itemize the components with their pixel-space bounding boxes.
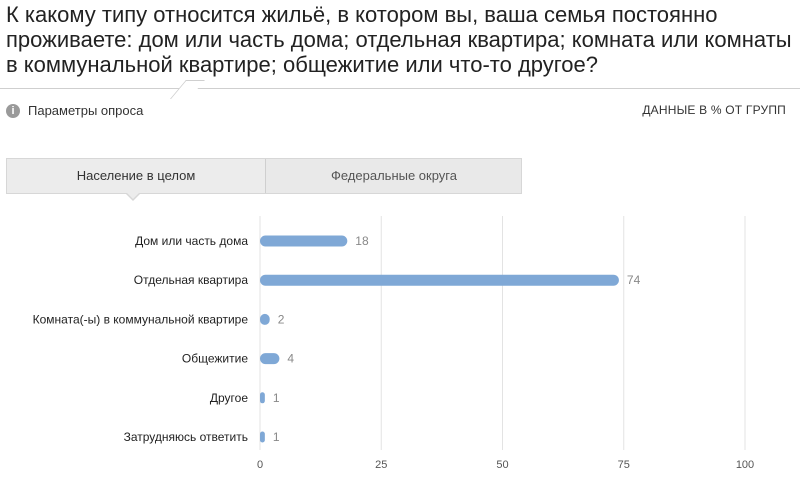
params-divider [0,88,800,89]
category-label: Другое [210,391,248,405]
x-tick-label: 25 [375,459,387,471]
value-label: 2 [278,312,285,326]
category-label: Комната(-ы) в коммунальной квартире [33,312,249,326]
bar[interactable] [260,392,265,404]
category-label: Затрудняюсь ответить [124,430,248,444]
x-tick-label: 0 [257,459,263,471]
units-note: ДАННЫЕ В % ОТ ГРУПП [642,103,786,117]
tab-population[interactable]: Население в целом [7,159,266,193]
bar-chart: 0 25 50 75 100 Дом или часть дома 18 Отдельная … [33,216,754,471]
x-tick-label: 100 [736,459,754,471]
bar[interactable] [260,313,270,325]
params-notch [170,80,205,99]
value-label: 74 [627,273,641,287]
active-tab-pointer-inner [126,192,140,199]
tab-bar: Население в целом Федеральные округа [6,158,522,194]
x-tick-label: 50 [496,459,508,471]
tab-federal-districts[interactable]: Федеральные округа [330,168,457,183]
value-label: 1 [273,430,280,444]
x-tick-label: 75 [618,459,630,471]
category-label: Дом или часть дома [135,234,248,248]
category-label: Общежитие [182,352,248,366]
value-label: 1 [273,391,280,405]
survey-params-link[interactable]: Параметры опроса [28,103,144,118]
bar[interactable] [260,274,619,286]
bar[interactable] [260,235,348,247]
bar[interactable] [260,431,265,443]
info-icon[interactable]: i [6,104,20,118]
page-title: К какому типу относится жильё, в котором… [6,2,792,77]
category-label: Отдельная квартира [134,273,249,287]
bar[interactable] [260,353,280,365]
value-label: 18 [355,234,369,248]
value-label: 4 [287,352,294,366]
